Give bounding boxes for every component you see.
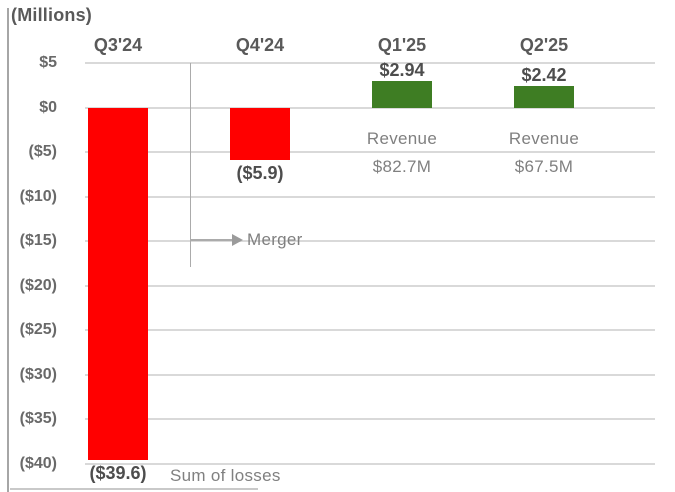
- y-axis-tick-label: ($25): [19, 321, 57, 339]
- y-axis-tick-label: ($5): [28, 143, 57, 161]
- gridline--10: [85, 195, 655, 198]
- bar-value-label-q1-25: $2.94: [379, 60, 425, 81]
- column-header-q1-25: Q1'25: [377, 35, 427, 55]
- gridline--30: [85, 373, 655, 376]
- bar-value-label-q4-24: ($5.9): [236, 163, 284, 184]
- gridline--40: [85, 463, 655, 465]
- left-border-line: [7, 8, 9, 492]
- chart-title: (Millions): [11, 5, 92, 25]
- column-header-q2-25: Q2'25: [519, 35, 569, 55]
- bar-value-label-q2-25: $2.42: [521, 65, 567, 85]
- y-axis-tick-label: $0: [39, 98, 57, 116]
- y-axis-tick-label: ($35): [19, 410, 57, 428]
- revenue-note-q1-25: Revenue $82.7M: [327, 125, 477, 181]
- merger-arrow-line: [190, 239, 232, 241]
- gridline--35: [85, 418, 655, 421]
- column-header-q4-24: Q4'24: [235, 35, 285, 55]
- gridline--20: [85, 284, 655, 287]
- bar-q3-24: [88, 107, 148, 461]
- column-header-q3-24: Q3'24: [93, 35, 143, 55]
- revenue-note-q2-25: Revenue $67.5M: [469, 125, 619, 181]
- sum-of-losses-label: Sum of losses: [170, 466, 281, 485]
- y-axis-tick-label: ($20): [19, 276, 57, 294]
- gridline--25: [85, 329, 655, 332]
- bottom-border-line: [10, 488, 258, 490]
- revenue-note-line: $82.7M: [372, 157, 432, 176]
- gridline-5: [85, 62, 655, 64]
- y-axis-tick-label: ($10): [19, 187, 57, 205]
- y-axis-tick-label: ($15): [19, 232, 57, 250]
- merger-label: Merger: [247, 230, 303, 249]
- gridline--5: [85, 151, 655, 154]
- y-axis-tick-label: ($40): [19, 455, 57, 472]
- bar-q4-24: [230, 107, 290, 161]
- merger-divider-line: [190, 63, 191, 267]
- bar-value-label-q3-24: ($39.6): [89, 463, 147, 484]
- gridline--15: [85, 240, 655, 243]
- bar-q2-25: [514, 86, 574, 108]
- y-axis-tick-label: ($30): [19, 365, 57, 383]
- revenue-note-line: Revenue: [366, 129, 438, 148]
- bar-q1-25: [372, 81, 432, 108]
- revenue-note-line: $67.5M: [514, 157, 574, 176]
- y-axis-tick-label: $5: [39, 54, 57, 71]
- gridline-0: [85, 106, 655, 109]
- revenue-note-line: Revenue: [508, 129, 580, 148]
- merger-arrow-head-icon: [232, 234, 243, 246]
